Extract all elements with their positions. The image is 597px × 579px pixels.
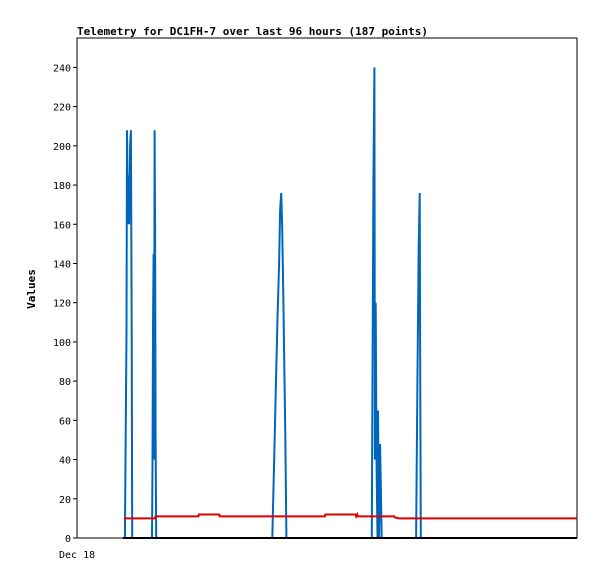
series-line-1	[122, 67, 422, 539]
y-tick-label: 0	[65, 534, 71, 545]
y-tick-label: 240	[53, 63, 71, 74]
y-tick-label: 20	[59, 495, 71, 506]
y-tick-label: 200	[53, 142, 71, 153]
y-tick-label: 180	[53, 181, 71, 192]
x-axis: Dec 18	[59, 550, 95, 561]
y-tick-label: 220	[53, 103, 71, 114]
series-layer	[122, 67, 577, 539]
y-tick-label: 60	[59, 416, 71, 427]
y-tick-label: 140	[53, 259, 71, 270]
y-axis: 0 20 40 60 80 100 120 140 160 180 200 220 240	[53, 63, 77, 545]
y-tick-label: 120	[53, 299, 71, 310]
y-tick-label: 160	[53, 220, 71, 231]
x-tick-label: Dec 18	[59, 550, 95, 561]
series-line-2	[123, 511, 577, 520]
y-tick-label: 100	[53, 338, 71, 349]
y-axis-label: Values	[25, 269, 38, 309]
chart-title: Telemetry for DC1FH-7 over last 96 hours…	[77, 25, 428, 38]
y-tick-label: 40	[59, 456, 71, 467]
y-tick-label: 80	[59, 377, 71, 388]
